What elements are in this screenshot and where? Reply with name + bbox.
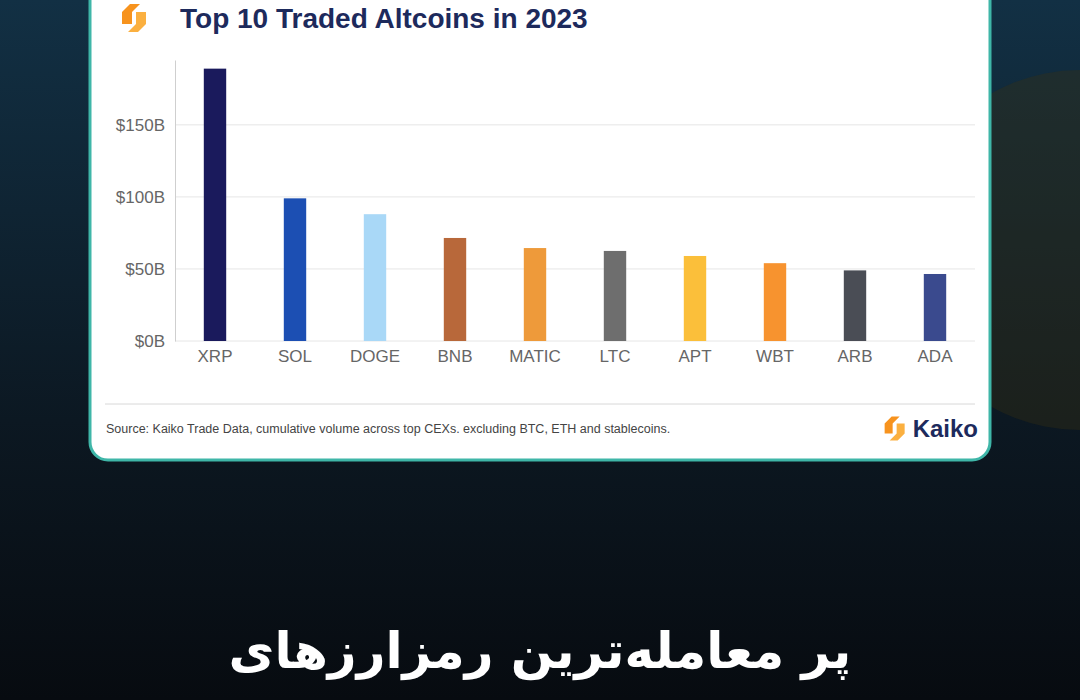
title-logo <box>122 4 146 32</box>
bar <box>364 214 386 341</box>
caption: پر معامله‌ترین رمزارزهای <box>229 622 852 681</box>
bar <box>204 69 226 341</box>
title: Top 10 Traded Altcoins in 2023 <box>180 3 588 34</box>
y-tick-label: $100B <box>116 188 165 207</box>
grid <box>175 125 975 341</box>
y-tick-label: $50B <box>125 260 165 279</box>
x-tick-label: ARB <box>838 347 873 366</box>
y-tick: $50B <box>125 260 175 279</box>
y-axis-line <box>175 61 176 342</box>
bar <box>684 256 706 341</box>
brand-logo <box>885 417 905 441</box>
bar <box>844 270 866 341</box>
card <box>90 0 990 460</box>
bar <box>924 274 946 341</box>
x-tick: MATIC <box>509 347 561 366</box>
page: Top 10 Traded Altcoins in 2023 $0B $50B $10… <box>0 0 1080 700</box>
separator <box>105 404 975 405</box>
bars <box>204 69 946 341</box>
y-axis: $0B $50B $100B $150B <box>116 61 176 351</box>
source: Source: Kaiko Trade Data, cumulative vol… <box>106 422 670 436</box>
x-tick: SOL <box>278 347 312 366</box>
y-tick-label: $0B <box>135 332 165 351</box>
x-tick-label: BNB <box>438 347 473 366</box>
x-tick-label: LTC <box>600 347 631 366</box>
x-tick: ARB <box>838 347 873 366</box>
x-tick-label: APT <box>678 347 711 366</box>
x-axis-line <box>176 341 976 342</box>
x-tick-label: SOL <box>278 347 312 366</box>
y-tick: $150B <box>116 116 175 135</box>
grid-line <box>175 196 975 197</box>
y-tick-label: $150B <box>116 116 165 135</box>
x-tick: LTC <box>600 347 631 366</box>
x-tick: APT <box>678 347 711 366</box>
x-tick: BNB <box>438 347 473 366</box>
bar <box>444 238 466 341</box>
x-tick: WBT <box>756 347 794 366</box>
bar <box>284 198 306 341</box>
x-tick-label: WBT <box>756 347 794 366</box>
bar <box>604 251 626 341</box>
x-tick: XRP <box>198 347 233 366</box>
y-tick: $100B <box>116 188 175 207</box>
grid-line <box>175 124 975 125</box>
x-tick-label: MATIC <box>509 347 561 366</box>
x-tick-label: ADA <box>918 347 954 366</box>
x-tick-label: XRP <box>198 347 233 366</box>
x-tick-label: DOGE <box>350 347 400 366</box>
x-tick: ADA <box>918 347 954 366</box>
bar <box>764 263 786 341</box>
brand: Kaiko <box>913 415 978 442</box>
x-axis: XRP SOL DOGE BNB MATIC LTC APT WBT ARB ADA <box>176 342 976 367</box>
y-tick: $0B <box>135 332 175 351</box>
bar <box>524 248 546 341</box>
x-tick: DOGE <box>350 347 400 366</box>
